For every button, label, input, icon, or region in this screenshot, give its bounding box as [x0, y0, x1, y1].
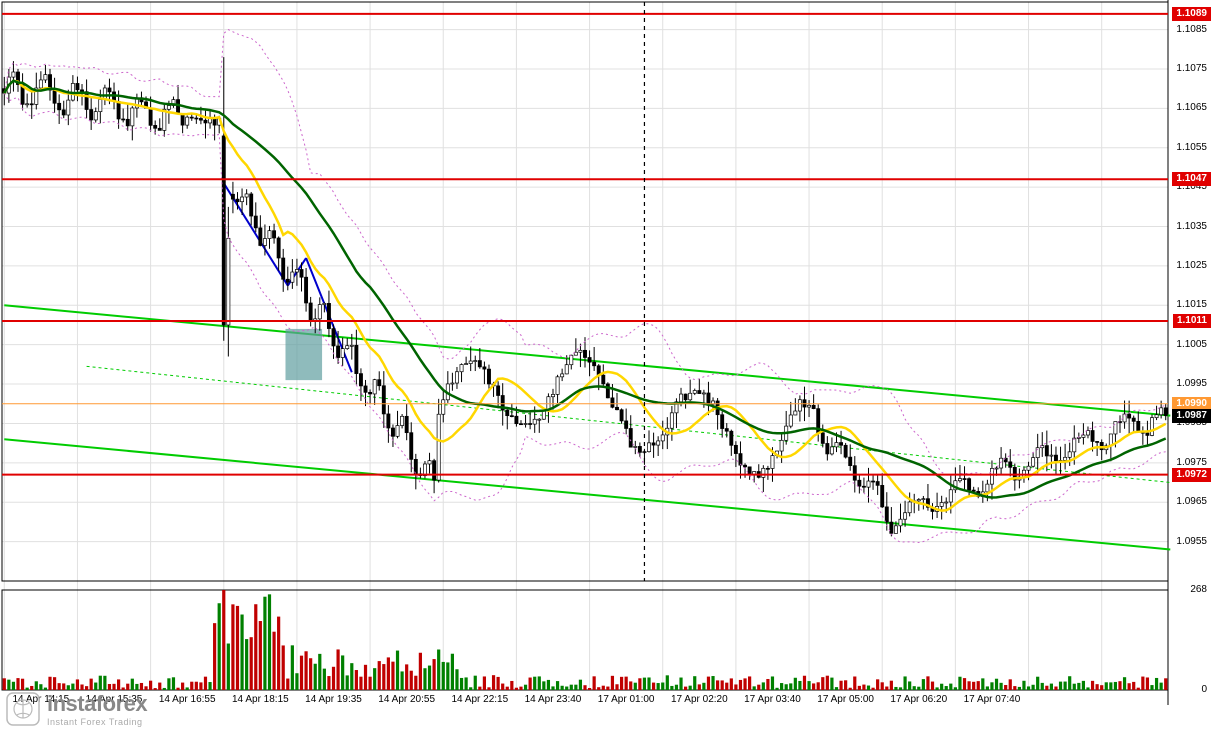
y-tick-label: 1.0955: [1172, 536, 1211, 548]
x-tick-label: 14 Apr 16:55: [159, 694, 216, 705]
x-tick-label: 17 Apr 06:20: [890, 694, 947, 705]
y-tick-label: 1.1035: [1172, 221, 1211, 233]
logo-subtext: Instant Forex Trading: [47, 717, 147, 727]
x-tick-label: 14 Apr 23:40: [525, 694, 582, 705]
x-tick-label: 17 Apr 01:00: [598, 694, 655, 705]
x-tick-label: 17 Apr 03:40: [744, 694, 801, 705]
y-tick-label: 1.1055: [1172, 142, 1211, 154]
price-level-label: 1.1047: [1172, 172, 1211, 186]
y-tick-label: 1.0965: [1172, 496, 1211, 508]
y-tick-label: 1.1065: [1172, 102, 1211, 114]
price-level-label: 1.1089: [1172, 7, 1211, 21]
y-tick-label: 1.1085: [1172, 24, 1211, 36]
logo-icon: [5, 691, 41, 727]
x-tick-label: 14 Apr 19:35: [305, 694, 362, 705]
price-level-label: 1.0972: [1172, 468, 1211, 482]
y-tick-label: 1.1075: [1172, 63, 1211, 75]
x-tick-label: 17 Apr 02:20: [671, 694, 728, 705]
y-tick-label: 1.0995: [1172, 378, 1211, 390]
chart-canvas: [0, 0, 1211, 732]
x-tick-label: 17 Apr 07:40: [964, 694, 1021, 705]
y-tick-label: 1.1015: [1172, 299, 1211, 311]
logo-text: instaforex: [47, 691, 147, 717]
price-level-label: 1.1011: [1173, 314, 1211, 328]
vol-tick-label: 0: [1197, 684, 1211, 696]
x-tick-label: 14 Apr 20:55: [378, 694, 435, 705]
y-tick-label: 1.1005: [1172, 339, 1211, 351]
x-tick-label: 14 Apr 22:15: [451, 694, 508, 705]
x-tick-label: 17 Apr 05:00: [817, 694, 874, 705]
y-tick-label: 1.1025: [1172, 260, 1211, 272]
price-level-label: 1.0987: [1172, 409, 1211, 423]
vol-tick-label: 268: [1186, 584, 1211, 596]
watermark: instaforex Instant Forex Trading: [5, 691, 147, 727]
x-tick-label: 14 Apr 18:15: [232, 694, 289, 705]
forex-chart: 1.10851.10751.10651.10551.10451.10351.10…: [0, 0, 1211, 732]
